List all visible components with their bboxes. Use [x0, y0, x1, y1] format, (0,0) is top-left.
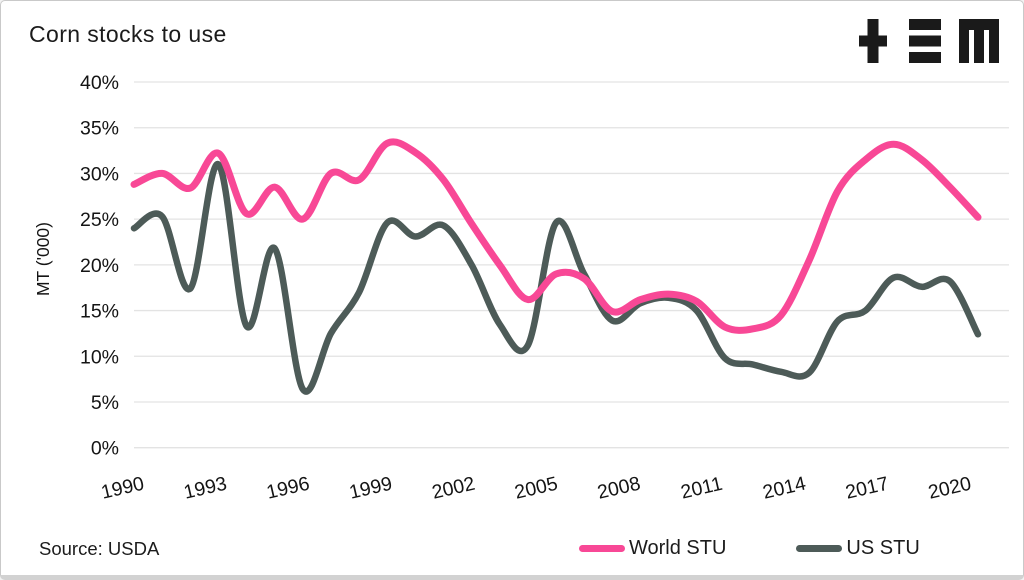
svg-text:2008: 2008 — [595, 473, 642, 504]
svg-text:1993: 1993 — [182, 473, 229, 504]
y-axis-tick-labels: 0% 5% 10% 15% 20% 25% 30% 35% 40% — [80, 72, 119, 460]
svg-text:15%: 15% — [80, 301, 119, 323]
tem-logo — [859, 19, 999, 63]
triple-bar-icon — [909, 19, 941, 63]
series-lines — [130, 138, 982, 395]
svg-text:2017: 2017 — [843, 473, 890, 504]
svg-text:2020: 2020 — [926, 473, 973, 504]
svg-text:40%: 40% — [80, 72, 119, 94]
svg-text:30%: 30% — [80, 163, 119, 185]
svg-text:35%: 35% — [80, 118, 119, 140]
legend-item-world-stu: World STU — [579, 537, 726, 560]
us-stu-swatch — [796, 545, 843, 552]
svg-text:0%: 0% — [91, 438, 119, 460]
plus-icon — [859, 19, 887, 63]
source-note: Source: USDA — [39, 538, 160, 559]
svg-text:1990: 1990 — [99, 473, 146, 504]
svg-text:2002: 2002 — [430, 473, 477, 504]
svg-text:5%: 5% — [91, 392, 119, 414]
svg-text:1999: 1999 — [347, 473, 394, 504]
y-axis-title: MT ('000) — [33, 222, 53, 296]
line-world-stu — [130, 138, 982, 334]
legend-item-us-stu: US STU — [796, 537, 920, 560]
svg-text:1996: 1996 — [264, 473, 311, 504]
legend: World STU US STU — [579, 537, 920, 560]
legend-label-us-stu: US STU — [846, 537, 920, 559]
m-icon — [959, 19, 999, 63]
svg-text:20%: 20% — [80, 255, 119, 277]
svg-text:2005: 2005 — [513, 473, 560, 504]
svg-text:2011: 2011 — [679, 473, 725, 504]
svg-text:2014: 2014 — [761, 473, 808, 504]
chart-title: Corn stocks to use — [29, 21, 227, 47]
tem-logo-icon — [859, 19, 999, 63]
line-us-stu — [130, 161, 982, 395]
svg-text:25%: 25% — [80, 209, 119, 231]
legend-label-world-stu: World STU — [629, 537, 727, 559]
x-axis-tick-labels: 1990 1993 1996 1999 2002 2005 2008 2011 2014 2017… — [99, 473, 973, 504]
world-stu-swatch — [579, 545, 625, 552]
svg-text:10%: 10% — [80, 346, 119, 368]
